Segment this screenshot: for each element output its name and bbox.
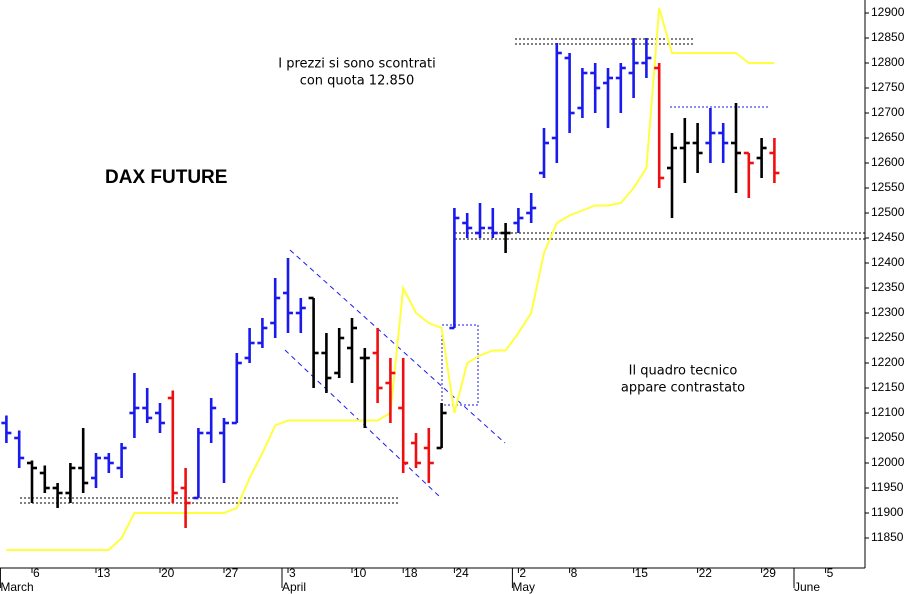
y-tick-label: 12550 [871, 180, 905, 194]
month-label: June [794, 580, 820, 594]
y-tick-label: 12150 [871, 380, 905, 394]
x-tick-label: 20 [161, 566, 175, 580]
y-tick-label: 12800 [871, 55, 905, 69]
annotation: I prezzi si sono scontrati [278, 57, 435, 72]
y-tick-label: 12450 [871, 230, 905, 244]
month-label: May [512, 580, 535, 594]
y-tick-label: 12750 [871, 80, 905, 94]
y-tick-label: 12400 [871, 255, 905, 269]
y-tick-label: 12500 [871, 205, 905, 219]
y-tick-label: 12300 [871, 305, 905, 319]
x-tick-label: 2 [519, 566, 526, 580]
y-tick-label: 12600 [871, 155, 905, 169]
y-tick-label: 12050 [871, 430, 905, 444]
x-tick-label: 10 [353, 566, 367, 580]
y-tick-label: 12650 [871, 130, 905, 144]
y-tick-label: 12200 [871, 355, 905, 369]
y-tick-label: 12100 [871, 405, 905, 419]
annotation: con quota 12.850 [300, 74, 415, 89]
month-label: March [0, 580, 33, 594]
gap-box [441, 324, 479, 406]
y-tick-label: 11850 [871, 530, 904, 544]
y-tick-label: 12250 [871, 330, 905, 344]
y-tick-label: 11950 [871, 480, 904, 494]
y-tick-label: 12900 [871, 5, 905, 19]
x-tick-label: 6 [33, 566, 40, 580]
x-tick-label: 3 [289, 566, 296, 580]
x-tick-label: 18 [404, 566, 418, 580]
chart-title: DAX FUTURE [105, 167, 227, 188]
y-tick-label: 12700 [871, 105, 905, 119]
y-tick-label: 12850 [871, 30, 905, 44]
y-tick-label: 11900 [871, 505, 904, 519]
x-tick-label: 29 [763, 566, 777, 580]
annotation: appare contrastato [621, 381, 745, 396]
x-tick-label: 15 [635, 566, 649, 580]
x-tick-label: 27 [225, 566, 239, 580]
annotation: Il quadro tecnico [629, 364, 738, 379]
y-tick-label: 12350 [871, 280, 905, 294]
month-label: April [282, 580, 306, 594]
x-tick-label: 22 [699, 566, 713, 580]
y-tick-label: 12000 [871, 455, 905, 469]
x-tick-label: 8 [571, 566, 578, 580]
x-tick-label: 5 [827, 566, 834, 580]
channel-line [284, 349, 441, 498]
x-tick-label: 13 [97, 566, 111, 580]
x-tick-label: 24 [455, 566, 469, 580]
